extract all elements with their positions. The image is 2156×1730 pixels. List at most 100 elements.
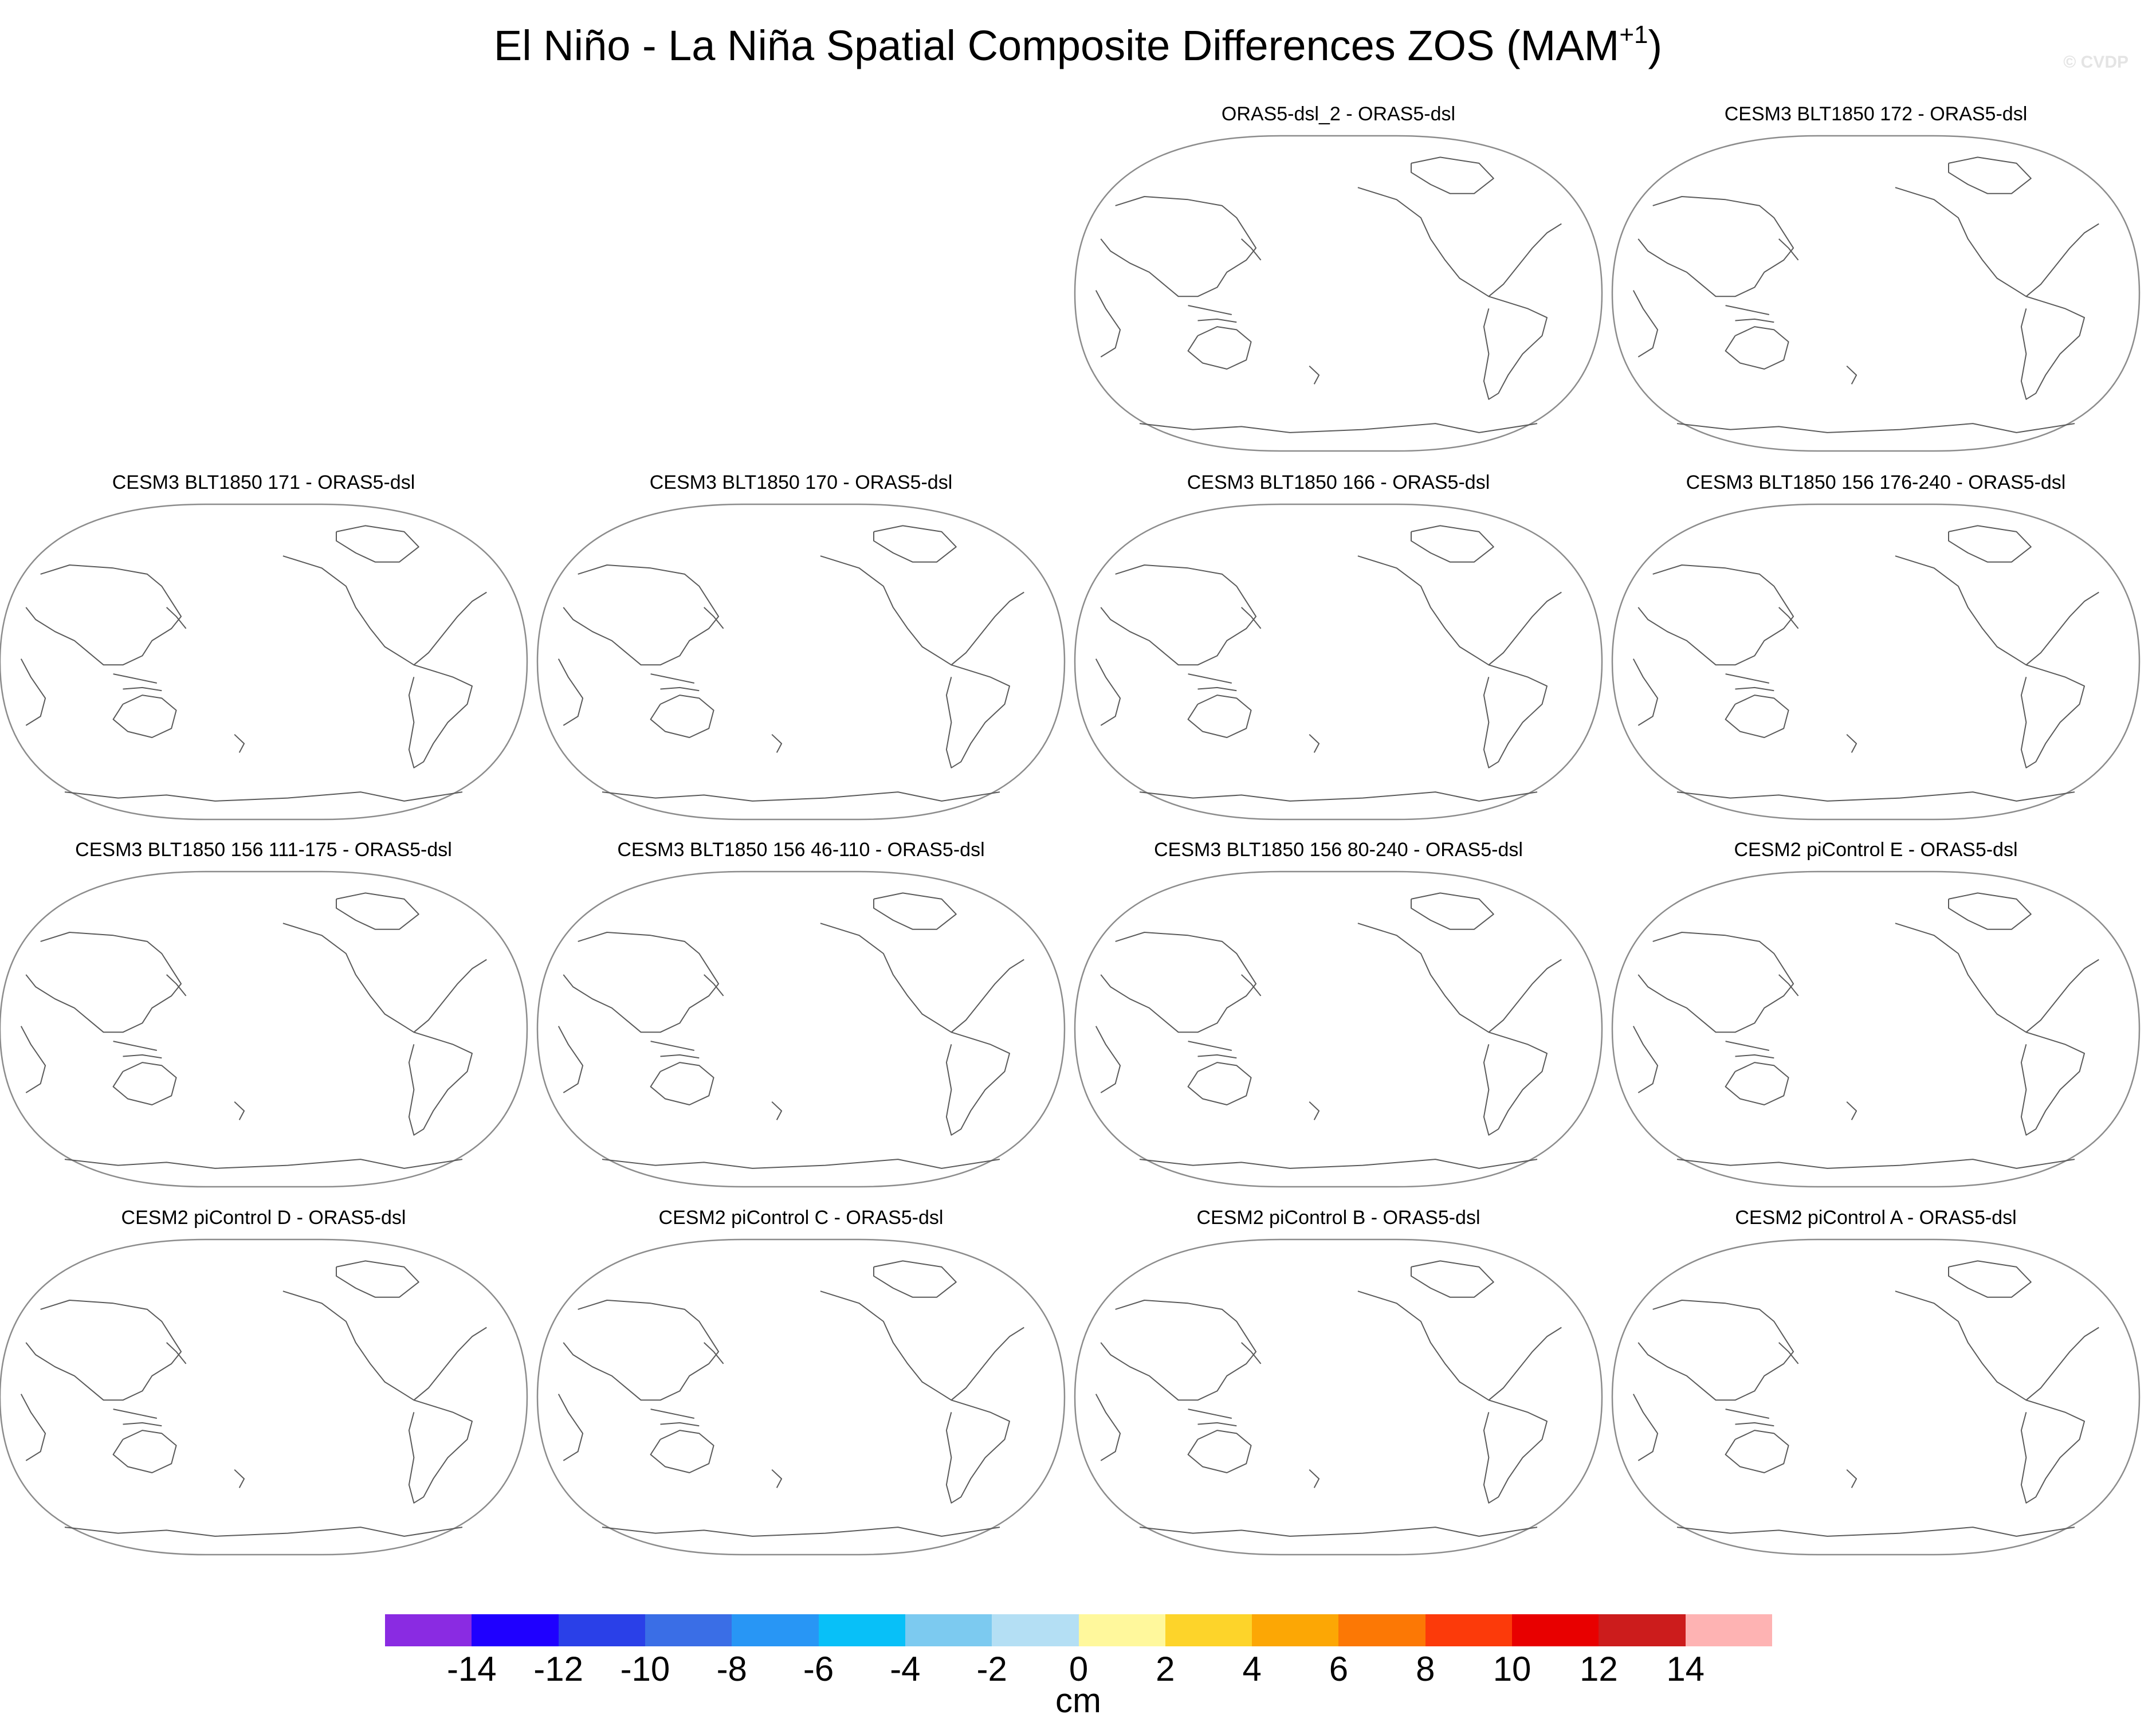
coastline-japan	[704, 974, 724, 997]
coastline-north-america	[1357, 555, 1562, 666]
colorbar-tick-label: 0	[1069, 1650, 1089, 1688]
coastline-new-zealand	[1309, 1101, 1320, 1120]
coastline-australia	[1187, 1062, 1252, 1105]
colorbar-box	[1685, 1614, 1772, 1646]
coastline-japan	[704, 1342, 724, 1364]
colorbar-tick-label: 14	[1666, 1650, 1705, 1688]
coastline-australia	[650, 1430, 714, 1473]
coastline-antarctica	[1139, 1527, 1538, 1537]
coastline-south-america	[1483, 1399, 1548, 1504]
coastline-indonesia2	[1197, 318, 1237, 323]
coastline-australia	[1187, 326, 1252, 370]
coastline-greenland	[1411, 1260, 1494, 1298]
coastline-antarctica	[1676, 423, 2075, 433]
coastline-asia	[1100, 564, 1257, 666]
map-boundary	[0, 503, 528, 821]
coastline-africa	[1095, 1026, 1121, 1093]
coastline-africa	[557, 1026, 584, 1093]
coastline-japan	[166, 607, 187, 629]
panel-title: CESM2 piControl E - ORAS5-dsl	[1734, 839, 2018, 861]
coastline-japan	[1778, 974, 1799, 997]
coastline-south-america	[945, 664, 1010, 768]
map-boundary	[0, 1238, 528, 1556]
coastline-indonesia1	[1188, 305, 1232, 315]
coastline-north-america	[1357, 1290, 1562, 1401]
coastline-japan	[1241, 238, 1262, 261]
colorbar-box	[1512, 1614, 1599, 1646]
map-boundary	[0, 870, 528, 1188]
map-panel	[1074, 135, 1603, 452]
panel-title: CESM3 BLT1850 156 46-110 - ORAS5-dsl	[617, 839, 985, 861]
coastline-indonesia2	[123, 1054, 162, 1059]
colorbar-tick-label: -4	[890, 1650, 921, 1688]
colorbar-box	[1165, 1614, 1252, 1646]
colorbar-box	[1252, 1614, 1339, 1646]
coastline-australia	[1725, 326, 1789, 370]
coastline-japan	[1778, 607, 1799, 629]
map-panel	[1074, 870, 1603, 1188]
map-boundary	[1611, 503, 2141, 821]
map-panel	[536, 1238, 1066, 1556]
coastline-japan	[166, 1342, 187, 1364]
map-panel	[1074, 503, 1603, 821]
coastline-south-america	[2020, 1031, 2085, 1136]
coastline-new-zealand	[771, 1469, 783, 1488]
coastline-south-america	[2020, 296, 2085, 400]
panel-title: ORAS5-dsl_2 - ORAS5-dsl	[1221, 103, 1456, 125]
colorbar-tick-label: -12	[533, 1650, 583, 1688]
coastline-new-zealand	[771, 1101, 783, 1120]
coastline-south-america	[1483, 296, 1548, 400]
figure-title: El Niño - La Niña Spatial Composite Diff…	[0, 17, 2156, 74]
coastline-south-america	[945, 1031, 1010, 1136]
colorbar-box	[732, 1614, 819, 1646]
coastline-antarctica	[64, 1159, 463, 1169]
coastline-indonesia1	[113, 1041, 158, 1051]
coastline-indonesia1	[1188, 1041, 1232, 1051]
coastline-asia	[1637, 1300, 1794, 1401]
coastline-asia	[563, 932, 720, 1033]
coastline-north-america	[1895, 923, 2099, 1033]
map-boundary	[1074, 870, 1603, 1188]
coastline-greenland	[873, 892, 957, 930]
coastline-antarctica	[1139, 791, 1538, 802]
coastline-indonesia1	[113, 1409, 158, 1419]
map-panel	[536, 870, 1066, 1188]
coastline-greenland	[1948, 156, 2032, 194]
map-panel	[1611, 870, 2141, 1188]
colorbar-box	[905, 1614, 992, 1646]
coastline-asia	[1100, 196, 1257, 297]
map-boundary	[1074, 503, 1603, 821]
coastline-greenland	[873, 525, 957, 563]
coastline-north-america	[820, 555, 1024, 666]
coastline-new-zealand	[234, 1469, 245, 1488]
coastline-africa	[1095, 1394, 1121, 1461]
coastline-south-america	[945, 1399, 1010, 1504]
panel-title: CESM2 piControl D - ORAS5-dsl	[121, 1207, 406, 1229]
coastline-japan	[1241, 974, 1262, 997]
coastline-africa	[1095, 290, 1121, 358]
coastline-africa	[557, 658, 584, 726]
figure-title-superscript: +1	[1619, 21, 1648, 49]
panel-title: CESM2 piControl C - ORAS5-dsl	[658, 1207, 944, 1229]
map-boundary	[1074, 1238, 1603, 1556]
coastline-south-america	[1483, 664, 1548, 768]
coastline-indonesia2	[123, 1422, 162, 1427]
coastline-indonesia2	[1735, 318, 1774, 323]
coastline-indonesia2	[1735, 1422, 1774, 1427]
map-boundary	[536, 503, 1066, 821]
panel-title: CESM3 BLT1850 172 - ORAS5-dsl	[1724, 103, 2028, 125]
coastline-asia	[1637, 932, 1794, 1033]
coastline-asia	[1637, 196, 1794, 297]
coastline-antarctica	[64, 791, 463, 802]
colorbar-box	[472, 1614, 559, 1646]
coastline-asia	[1100, 1300, 1257, 1401]
coastline-indonesia2	[1735, 686, 1774, 692]
coastline-africa	[20, 1394, 46, 1461]
coastline-asia	[25, 932, 182, 1033]
coastline-greenland	[336, 1260, 419, 1298]
colorbar-box	[385, 1614, 472, 1646]
panel-title: CESM3 BLT1850 156 176-240 - ORAS5-dsl	[1686, 472, 2066, 493]
coastline-greenland	[1411, 525, 1494, 563]
